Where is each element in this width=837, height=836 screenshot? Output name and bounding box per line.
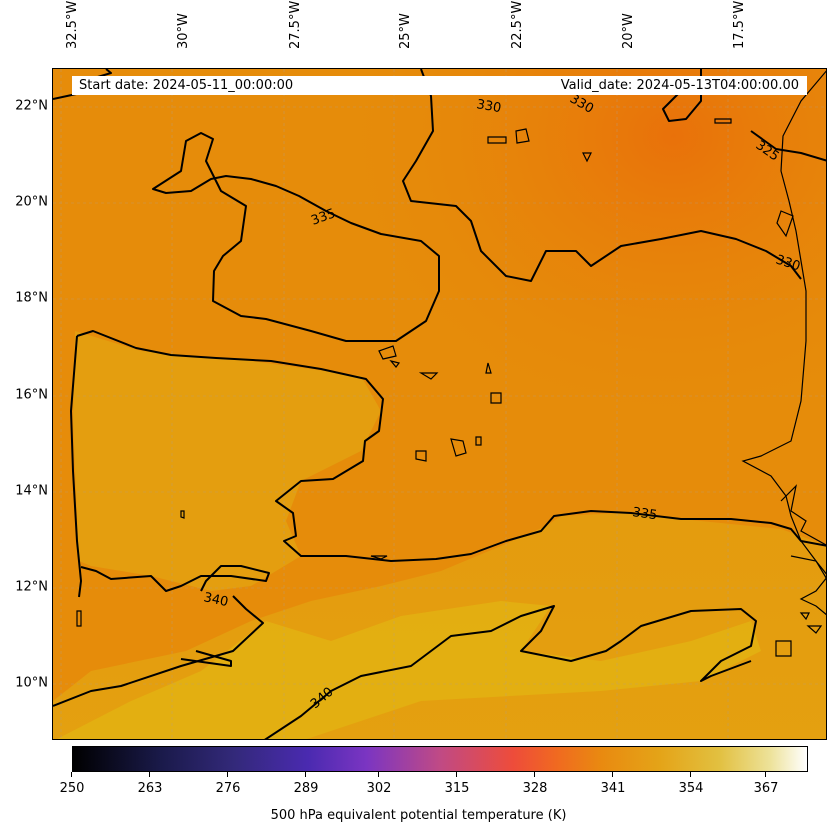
lon-label-27-5w: 27.5°W (288, 0, 303, 49)
island-mid (370, 555, 388, 560)
graticule (53, 69, 826, 739)
coast-bay (780, 484, 826, 546)
contour-325-east (750, 130, 826, 162)
field-yellow-lower (56, 601, 761, 739)
contour-label-340-middle: 340 (202, 590, 229, 610)
coast-africa (741, 70, 826, 579)
contour-340-middle (80, 565, 270, 592)
colorbar-tick-354 (690, 772, 691, 777)
islands-se (775, 612, 823, 657)
colorbar-label-302: 302 (366, 781, 392, 796)
island-sw (76, 610, 82, 627)
colorbar-tick-315 (456, 772, 457, 777)
contour-335-upper (152, 132, 440, 342)
coast-estuary (790, 555, 826, 616)
contour-340-south (53, 595, 264, 707)
lat-label-16n: 16°N (15, 387, 48, 403)
coast-islands-east (776, 210, 794, 238)
colorbar-label-250: 250 (59, 781, 85, 796)
date-info-box: Start date: 2024-05-11_00:00:00 Valid_da… (72, 76, 807, 95)
contour-330-north (402, 69, 802, 282)
lon-label-20w: 20°W (621, 13, 636, 49)
colorbar-tick-328 (534, 772, 535, 777)
coastlines (76, 70, 826, 657)
contour-label-330-north: 330 (475, 97, 502, 116)
colorbar-tick-250 (71, 772, 72, 777)
cape-verde-2 (389, 359, 401, 368)
cape-verde-7 (450, 438, 467, 457)
lon-label-17-5w: 17.5°W (732, 0, 747, 49)
colorbar-tick-289 (305, 772, 306, 777)
contours (53, 69, 826, 739)
colorbar-label-289: 289 (293, 781, 319, 796)
cape-verde-1 (378, 345, 397, 360)
colorbar-label-354: 354 (678, 781, 704, 796)
island-north-1 (487, 136, 507, 144)
island-west (180, 510, 185, 519)
contour-335-middle (76, 330, 826, 562)
contour-label-330-east: 330 (774, 253, 802, 275)
lat-label-20n: 20°N (15, 194, 48, 210)
lon-label-32-5w: 32.5°W (65, 0, 80, 49)
colorbar-label-328: 328 (522, 781, 548, 796)
colorbar-tick-302 (378, 772, 379, 777)
lat-label-10n: 10°N (15, 675, 48, 691)
lat-label-22n: 22°N (15, 98, 48, 114)
island-north-2 (515, 128, 530, 144)
cape-verde-8 (475, 436, 482, 446)
lat-label-12n: 12°N (15, 579, 48, 595)
colorbar-tick-341 (612, 772, 613, 777)
colorbar-tick-367 (765, 772, 766, 777)
valid-date-text: Valid_date: 2024-05-13T04:00:00.00 (560, 78, 799, 93)
contour-325 (662, 69, 702, 122)
lon-label-30w: 30°W (176, 13, 191, 49)
colorbar-title: 500 hPa equivalent potential temperature… (270, 808, 567, 823)
lat-label-14n: 14°N (15, 483, 48, 499)
island-north-4 (714, 118, 732, 124)
map-panel[interactable]: 330 330 325 335 330 335 340 340 (52, 68, 827, 740)
colorbar-label-367: 367 (753, 781, 779, 796)
colorbar-label-315: 315 (444, 781, 470, 796)
lon-label-25w: 25°W (398, 13, 413, 49)
island-north-3 (582, 152, 592, 163)
start-date-text: Start date: 2024-05-11_00:00:00 (79, 78, 294, 93)
map-canvas: 330 330 325 335 330 335 340 340 (53, 69, 826, 739)
contour-label-335-middle: 335 (631, 505, 658, 523)
cape-verde-6 (415, 450, 427, 462)
contour-340-lower (264, 605, 757, 739)
colorbar-tick-276 (227, 772, 228, 777)
cape-verde-3 (418, 372, 439, 380)
lon-label-22-5w: 22.5°W (510, 0, 525, 49)
cape-verde-5 (490, 392, 502, 404)
colorbar (72, 746, 808, 772)
contour-340-island (180, 650, 232, 667)
lat-label-18n: 18°N (15, 290, 48, 306)
colorbar-tick-263 (149, 772, 150, 777)
colorbar-label-263: 263 (137, 781, 163, 796)
colorbar-label-341: 341 (600, 781, 626, 796)
contour-335-west-edge (70, 335, 82, 598)
colorbar-label-276: 276 (215, 781, 241, 796)
cape-verde-4 (485, 362, 492, 374)
